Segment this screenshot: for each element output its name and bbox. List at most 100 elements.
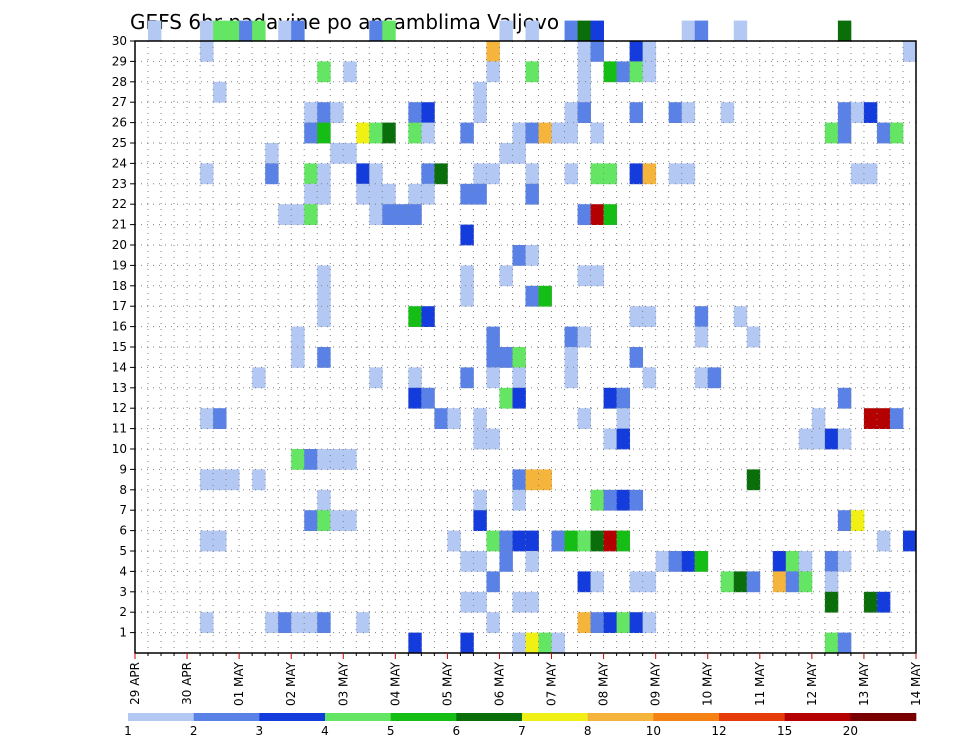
heatmap-cell	[408, 306, 422, 327]
x-tick-label: 04 MAY	[388, 661, 402, 706]
heatmap-cell	[499, 265, 513, 287]
heatmap-cell	[213, 81, 227, 103]
heatmap-cell	[538, 632, 552, 654]
heatmap-cell	[811, 408, 826, 429]
heatmap-cell	[616, 530, 631, 552]
heatmap-cell	[317, 102, 331, 123]
colorbar-swatch	[522, 713, 588, 721]
heatmap-cell	[876, 122, 891, 144]
heatmap-cell	[603, 387, 618, 409]
heatmap-cell	[356, 163, 370, 185]
heatmap-cell	[213, 20, 227, 42]
heatmap-cell	[460, 367, 474, 389]
x-tick-label: 12 MAY	[805, 661, 819, 706]
heatmap-cell	[512, 387, 526, 409]
heatmap-cell	[421, 122, 435, 144]
heatmap-cell	[473, 408, 487, 429]
heatmap-cell	[291, 326, 305, 348]
y-tick-label: 26	[112, 116, 127, 130]
heatmap-cell	[629, 306, 644, 327]
heatmap-cell	[824, 632, 839, 654]
heatmap-cell	[837, 632, 852, 654]
heatmap-cell	[343, 143, 357, 164]
heatmap-cell	[525, 285, 539, 307]
heatmap-cell	[525, 61, 539, 83]
heatmap-cell	[629, 489, 644, 511]
x-tick-label: 10 MAY	[701, 661, 715, 706]
heatmap-cell	[564, 326, 578, 348]
heatmap-cell	[408, 632, 422, 654]
y-tick-label: 22	[112, 197, 127, 211]
heatmap-cell	[642, 306, 657, 327]
x-tick-label: 02 MAY	[284, 661, 298, 706]
heatmap-cell	[668, 163, 683, 185]
heatmap-cell	[408, 387, 422, 409]
heatmap-cell	[486, 612, 500, 633]
heatmap-cell	[564, 347, 578, 368]
heatmap-cell	[525, 632, 539, 654]
heatmap-cell	[889, 408, 904, 429]
heatmap-cell	[291, 204, 305, 225]
heatmap-cell	[473, 183, 487, 205]
x-tick-label: 14 MAY	[909, 661, 923, 706]
heatmap-cell	[525, 530, 539, 552]
heatmap-cell	[304, 449, 318, 470]
heatmap-cell	[733, 306, 748, 327]
heatmap-cell	[681, 163, 696, 185]
heatmap-cell	[317, 285, 331, 307]
heatmap-cell	[629, 163, 644, 185]
heatmap-cell	[278, 204, 292, 225]
heatmap-cell	[304, 612, 318, 633]
heatmap-cell	[473, 551, 487, 572]
heatmap-cell	[499, 387, 513, 409]
colorbar-swatch	[587, 713, 654, 721]
y-tick-label: 10	[112, 442, 127, 456]
heatmap-cell	[512, 143, 526, 164]
heatmap-cell	[564, 122, 578, 144]
heatmap-cell	[902, 41, 917, 62]
heatmap-cell	[694, 551, 709, 572]
y-tick-label: 30	[112, 34, 127, 48]
heatmap-cell	[837, 510, 852, 531]
x-tick-label: 29 APR	[128, 662, 142, 705]
heatmap-cell	[694, 20, 709, 42]
heatmap-cell	[434, 408, 448, 429]
heatmap-cell	[213, 408, 227, 429]
y-tick-label: 18	[112, 279, 127, 293]
heatmap-cell	[278, 20, 292, 42]
heatmap-cell	[694, 367, 709, 389]
heatmap-cell	[226, 20, 240, 42]
colorbar-swatch	[719, 713, 785, 721]
x-tick-label: 07 MAY	[545, 661, 559, 706]
heatmap-cell	[460, 265, 474, 287]
heatmap-cell	[421, 163, 435, 185]
x-tick-label: 13 MAY	[857, 661, 871, 706]
heatmap-cell	[525, 591, 539, 613]
heatmap-cell	[473, 102, 487, 123]
colorbar-label: 5	[387, 724, 395, 738]
y-tick-label: 6	[119, 524, 127, 538]
heatmap-cell	[200, 20, 214, 42]
heatmap-cell	[382, 20, 396, 42]
heatmap-cell	[382, 122, 396, 144]
colorbar-swatch	[784, 713, 851, 721]
heatmap-cell	[811, 428, 826, 450]
heatmap-cell	[200, 408, 214, 429]
heatmap-cell	[460, 632, 474, 654]
heatmap-cell	[863, 102, 878, 123]
heatmap-cell	[629, 347, 644, 368]
heatmap-cell	[577, 530, 591, 552]
y-tick-label: 20	[112, 238, 127, 252]
heatmap-cell	[265, 612, 279, 633]
y-tick-label: 19	[112, 258, 127, 272]
heatmap-cell	[824, 571, 839, 593]
y-tick-label: 8	[119, 483, 127, 497]
chart-title: GEFS 6hr padavine po ansamblima Valjevo	[130, 10, 559, 34]
heatmap-cell	[460, 183, 474, 205]
heatmap-cell	[512, 632, 526, 654]
heatmap-cell	[278, 612, 292, 633]
x-tick-label: 09 MAY	[649, 661, 663, 706]
heatmap-cell	[863, 163, 878, 185]
heatmap-cell	[642, 571, 657, 593]
heatmap-cell	[252, 20, 266, 42]
